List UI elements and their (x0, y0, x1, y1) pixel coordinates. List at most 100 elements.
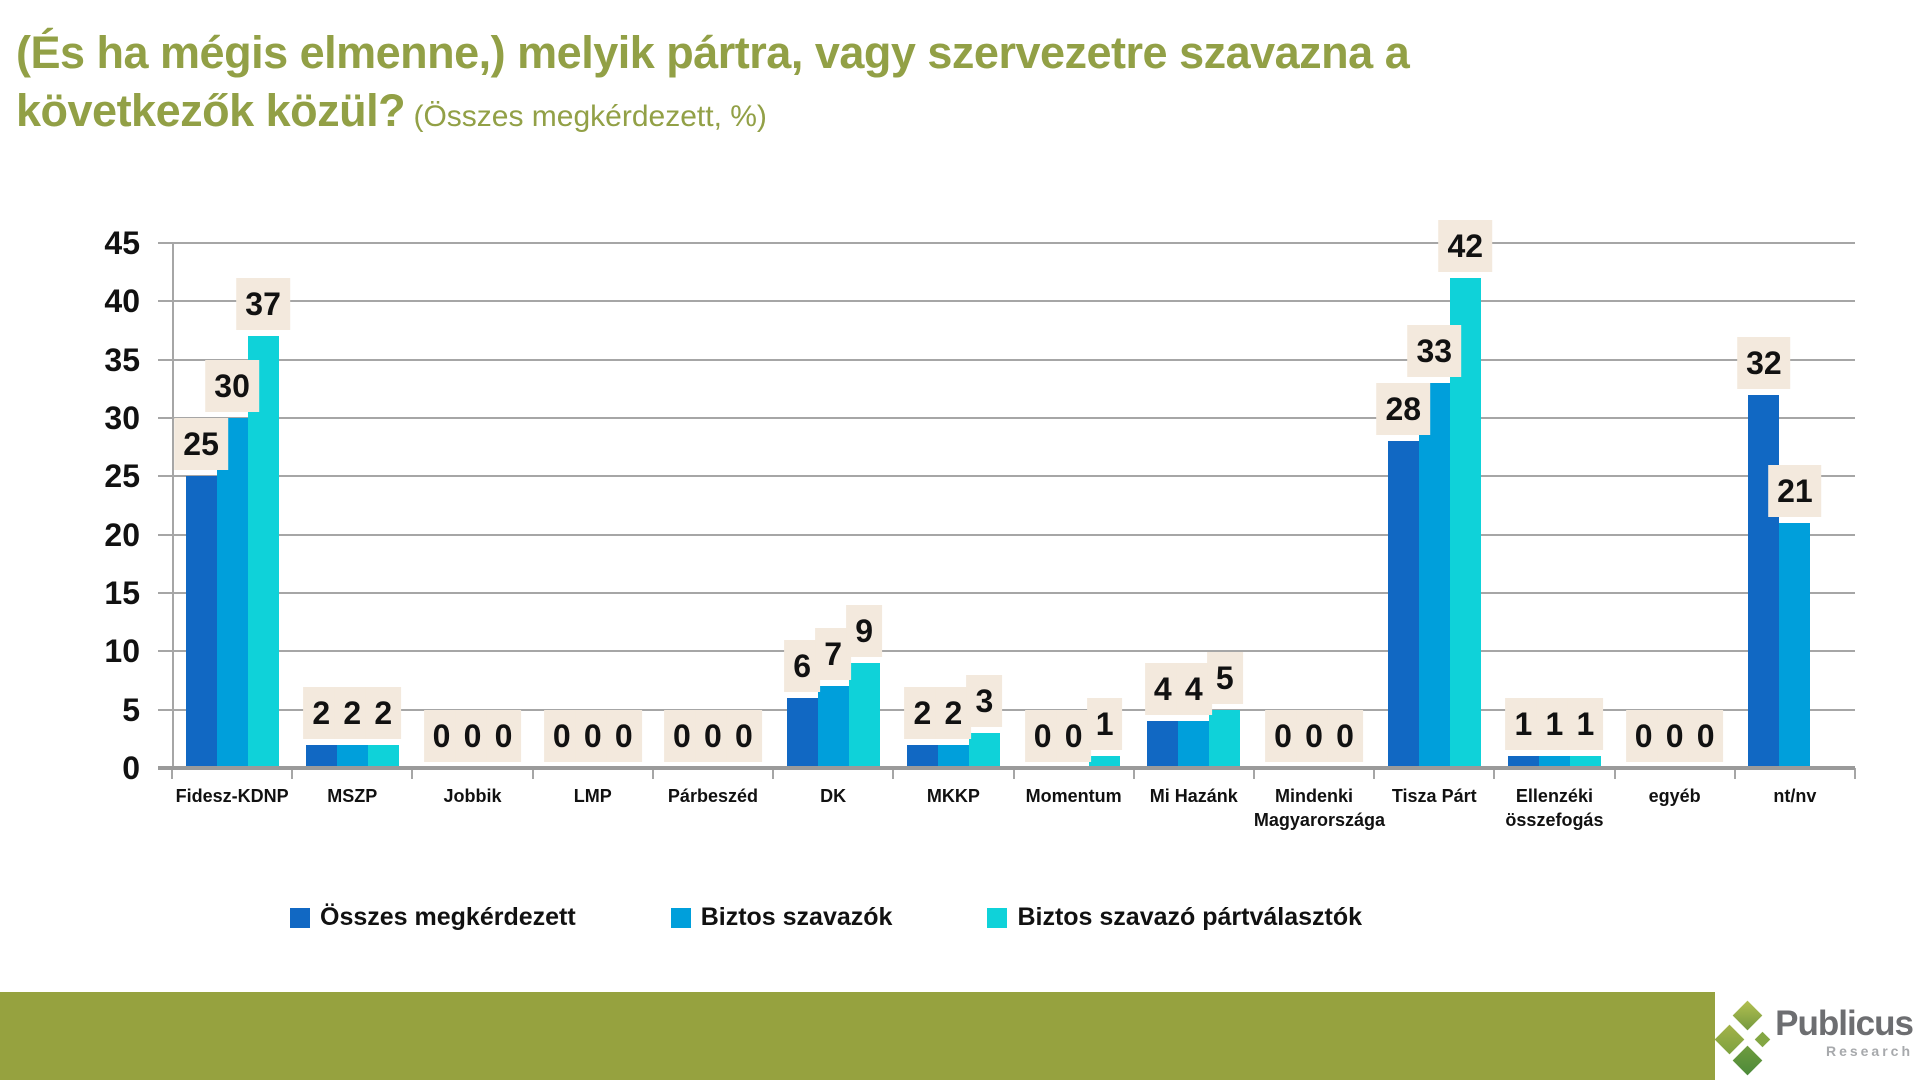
y-axis-label: 30 (104, 400, 140, 436)
y-axis-label: 5 (122, 691, 140, 728)
gridline (172, 417, 1855, 419)
x-axis-label: Párbeszéd (667, 786, 758, 806)
x-axis-label: Tisza Párt (1391, 786, 1477, 806)
footer-accent-bar (0, 992, 1715, 1080)
brand-text: Publicus Research (1771, 1006, 1914, 1059)
bar-value-label: 37 (236, 278, 290, 331)
bar-group: 25 30 37 (172, 243, 292, 768)
y-axis-tick (158, 533, 172, 536)
x-axis-label: MSZP (327, 786, 378, 806)
bar-series-3 (1209, 709, 1241, 768)
legend-swatch-icon (987, 907, 1008, 928)
x-axis-label: egyéb (1648, 786, 1701, 806)
x-axis-tick (1252, 768, 1255, 779)
legend-label: Összes megkérdezett (320, 903, 576, 931)
legend-item-3: Biztos szavazó pártválasztók (987, 903, 1362, 932)
bar-series-2 (1779, 523, 1811, 768)
bar-value-label: 1 (1086, 698, 1123, 751)
legend-label: Biztos szavazók (700, 903, 893, 931)
logo-diamond-icon (1732, 1045, 1763, 1076)
bar-value-label: 6 (784, 640, 821, 692)
bar-series-1 (185, 476, 217, 768)
gridline (172, 533, 1855, 536)
x-axis-line (158, 766, 1855, 770)
bar-series-1 (1147, 721, 1179, 768)
bar-value-label: 33 (1407, 325, 1462, 377)
bar-chart: 0 5 10 15 20 25 30 35 40 45 25 30 37 Fidesz-KDNP 2 2 2 MS… (104, 220, 1856, 830)
bar-value-label: 0 (1625, 710, 1662, 762)
bar-value-label: 4 (1144, 663, 1181, 716)
y-axis-label: 15 (104, 575, 140, 611)
y-axis-tick (158, 650, 172, 653)
bar-value-label: 30 (205, 360, 259, 412)
x-axis-label: Mindenki Magyarországa (1253, 786, 1385, 831)
x-axis-label: Ellenzéki összefogás (1505, 786, 1604, 831)
bar-value-label: 4 (1175, 663, 1212, 716)
y-axis-label: 10 (104, 633, 140, 670)
bar-value-label: 1 (1567, 698, 1604, 751)
bar-series-3 (848, 663, 880, 768)
bar-value-label: 0 (485, 710, 522, 762)
logo-diamond-icon (1732, 1000, 1763, 1031)
bar-value-label: 0 (1296, 710, 1332, 762)
bar-value-label: 2 (904, 686, 941, 739)
gridline (172, 650, 1855, 653)
x-axis-tick (531, 768, 534, 779)
bar-value-label: 5 (1206, 651, 1243, 704)
bar-series-3 (1089, 756, 1121, 768)
bar-value-label: 0 (695, 710, 731, 762)
title-line-2: következők közül? (Összes megkérdezett, … (16, 82, 1716, 146)
bar-series-2 (937, 744, 969, 768)
bar-value-label: 0 (1327, 710, 1363, 762)
bar-value-label: 1 (1505, 698, 1542, 751)
bar-series-2 (1538, 756, 1570, 768)
y-axis-tick (158, 592, 172, 594)
gridline (172, 475, 1855, 478)
title-line-1: (És ha mégis elmenne,) melyik pártra, va… (16, 27, 1410, 78)
brand-subname: Research (1825, 1043, 1913, 1059)
title-line-2-bold: következők közül? (16, 85, 406, 136)
x-axis-tick (772, 768, 775, 779)
bar-series-1 (305, 744, 337, 768)
gridline (172, 358, 1855, 361)
bar-value-label: 2 (303, 686, 340, 739)
x-axis-label: Jobbik (443, 786, 502, 806)
bar-value-label: 0 (1024, 710, 1061, 762)
bar-value-label: 9 (846, 605, 883, 657)
bar-value-label: 0 (1055, 710, 1092, 762)
x-axis-tick (411, 768, 414, 779)
bar-value-label: 2 (365, 686, 402, 739)
bar-series-2 (216, 418, 248, 768)
bar-series-3 (367, 744, 399, 768)
x-axis-tick (892, 768, 895, 779)
bar-value-label: 0 (1656, 710, 1693, 762)
x-axis-label: LMP (573, 786, 612, 806)
y-axis-label: 45 (104, 225, 140, 261)
gridline (172, 242, 1855, 244)
bar-value-label: 25 (174, 418, 228, 471)
bar-value-label: 3 (966, 675, 1003, 727)
bar-series-2 (336, 744, 368, 768)
bar-series-1 (1387, 441, 1419, 768)
y-axis-label: 25 (104, 458, 140, 495)
bar-series-2 (1178, 721, 1210, 768)
publicus-logo: Publicus Research (1714, 992, 1920, 1080)
y-axis-label: 35 (104, 341, 140, 378)
bar-value-label: 0 (574, 710, 611, 762)
title-subtitle: (Összes megkérdezett, %) (405, 100, 767, 133)
x-axis-tick (291, 768, 294, 779)
bar-value-label: 32 (1737, 336, 1791, 389)
bar-value-label: 0 (423, 710, 460, 762)
bar-value-label: 1 (1536, 698, 1573, 751)
y-axis-tick (158, 417, 172, 419)
bar-series-2 (817, 686, 849, 768)
bar-value-label: 0 (726, 710, 762, 762)
x-axis-tick (171, 768, 173, 779)
